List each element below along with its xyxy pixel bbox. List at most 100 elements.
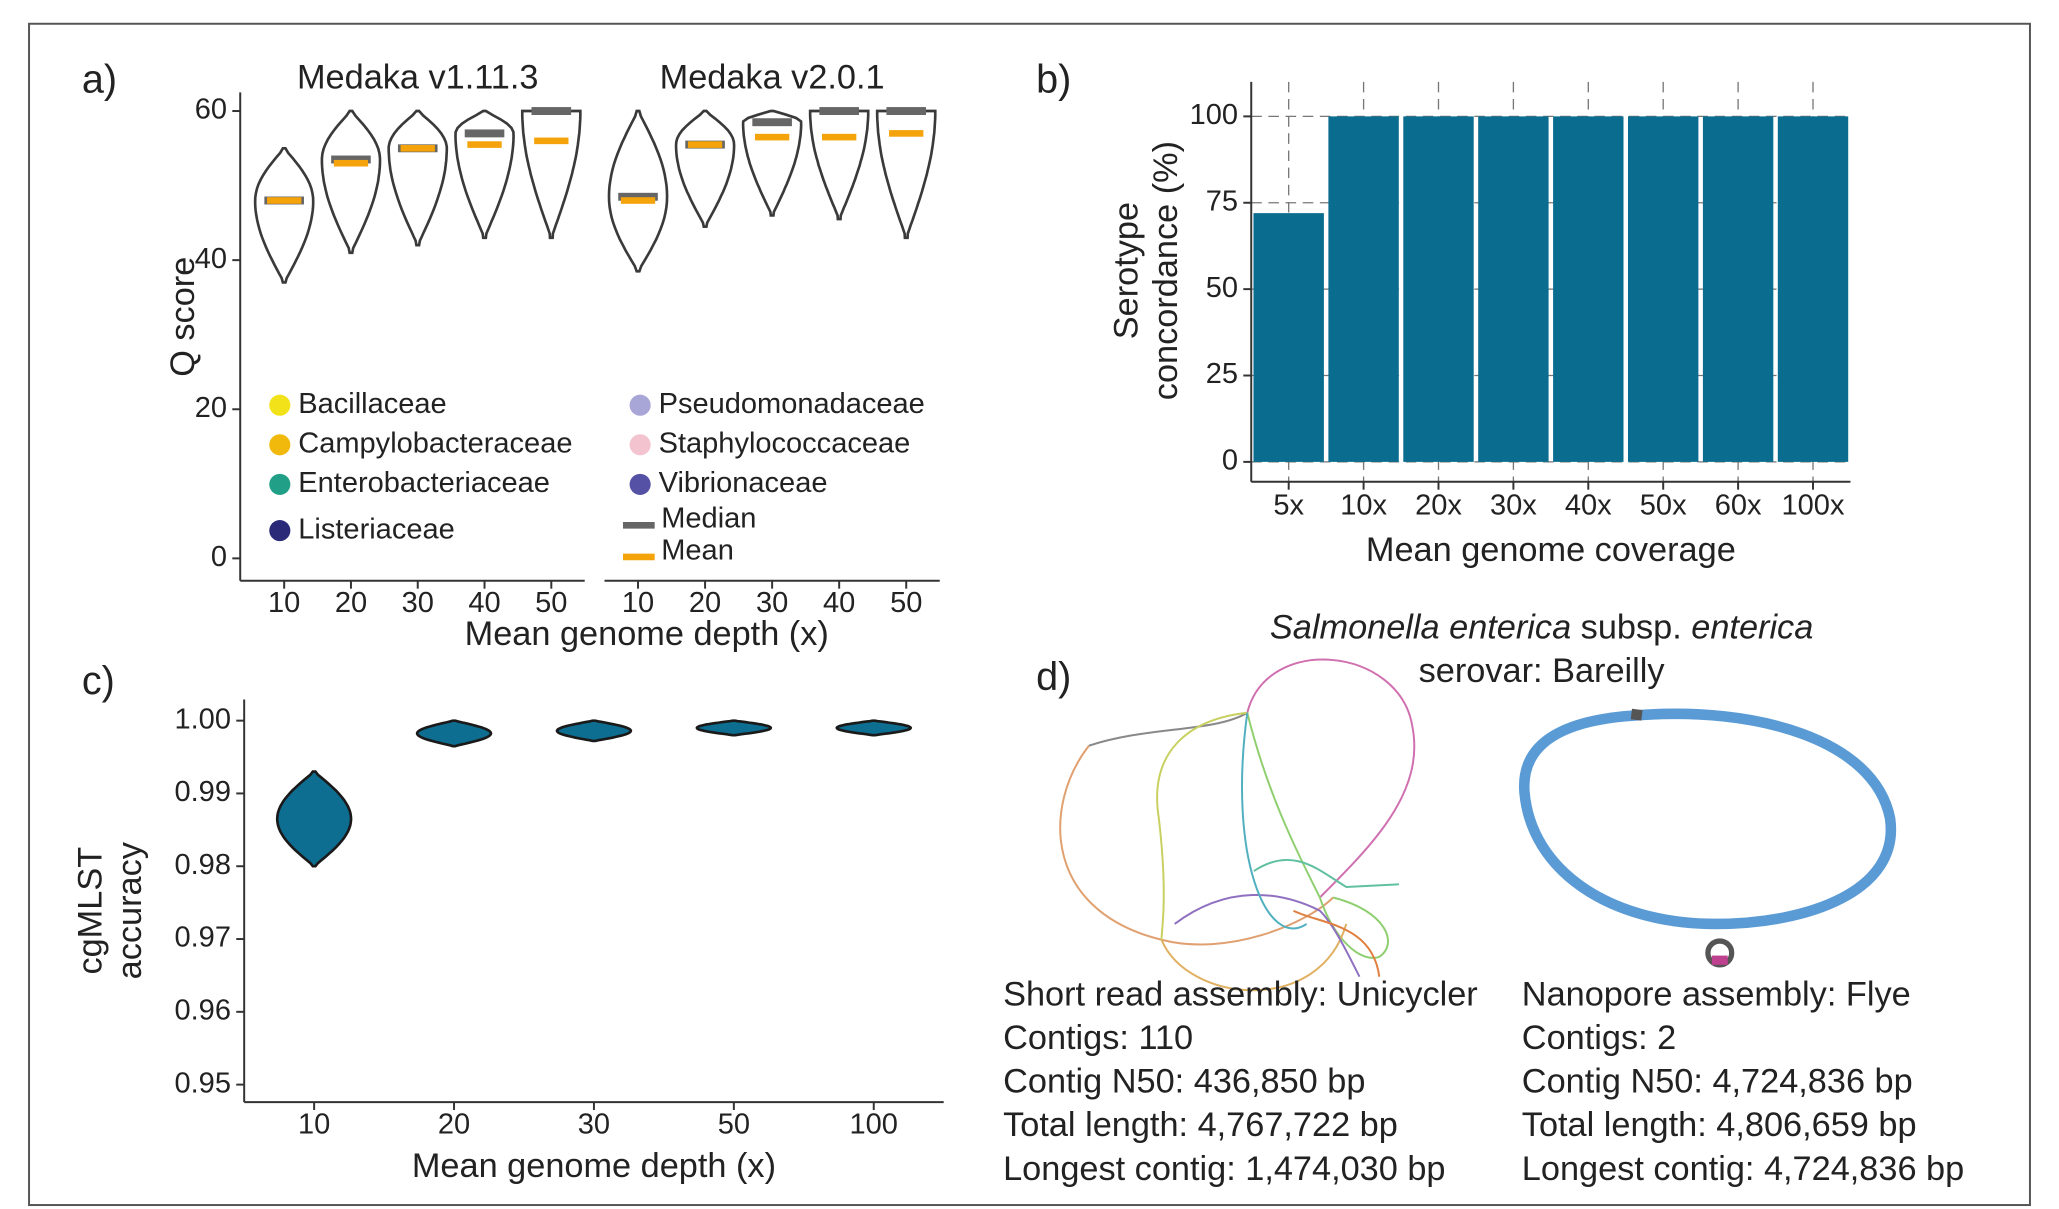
violin [555, 719, 633, 743]
facet-title: Medaka v1.11.3 [297, 58, 539, 96]
median-marker [819, 107, 859, 115]
mean-marker [822, 133, 857, 141]
y-tick-label: 40 [195, 243, 227, 275]
y-tick-label: 100 [1190, 99, 1238, 131]
mean-marker [333, 159, 369, 167]
bar [1403, 116, 1474, 462]
x-tick-label: 40 [468, 587, 500, 619]
x-tick-label: 50x [1640, 490, 1687, 522]
mean-marker [620, 197, 656, 204]
y-axis-label: accuracy [111, 841, 149, 979]
bar [1777, 116, 1849, 462]
bar [1702, 116, 1774, 462]
assembly-stat: Total length: 4,767,722 bp [1003, 1106, 1398, 1144]
x-tick-label: 10 [622, 587, 654, 619]
panel-label: a) [82, 57, 117, 101]
x-tick-label: 60x [1715, 490, 1762, 522]
legend-swatch [269, 434, 291, 456]
frame [28, 22, 2031, 1207]
y-tick-label: 1.00 [174, 703, 230, 735]
y-tick-label: 50 [1206, 272, 1238, 304]
x-axis-label: Mean genome coverage [1366, 531, 1736, 569]
median-marker [618, 192, 658, 201]
x-tick-label: 40 [823, 587, 855, 619]
x-tick-label: 10x [1340, 490, 1387, 522]
legend-swatch [629, 473, 651, 495]
x-tick-label: 20x [1415, 490, 1462, 522]
x-tick-label: 40x [1565, 490, 1612, 522]
legend-swatch [629, 434, 651, 456]
violin [320, 109, 382, 255]
assembly-stat: Contigs: 110 [1003, 1019, 1193, 1057]
x-tick-label: 20 [438, 1109, 470, 1141]
x-axis-label: Mean genome depth (x) [412, 1147, 776, 1185]
panel-title-part: subsp. [1571, 609, 1691, 647]
x-tick-label: 10 [268, 587, 300, 619]
median-marker [531, 107, 572, 115]
y-axis-label: Q score [164, 257, 202, 377]
assembly-stat: Short read assembly: Unicycler [1003, 976, 1478, 1014]
legend-swatch [269, 520, 291, 542]
mean-marker [754, 133, 790, 141]
assembly-stat: Longest contig: 1,474,030 bp [1003, 1150, 1445, 1188]
mean-marker [687, 141, 723, 148]
mean-marker [889, 130, 924, 137]
assembly-stat: Nanopore assembly: Flye [1522, 976, 1911, 1014]
legend-swatch [629, 394, 651, 416]
y-tick-label: 0.95 [174, 1067, 230, 1099]
y-tick-label: 0.97 [174, 922, 230, 954]
nanopore-graph [1519, 708, 1897, 968]
legend-label: Campylobacteraceae [298, 427, 572, 459]
y-tick-label: 0.99 [174, 776, 230, 808]
y-tick-label: 20 [195, 392, 227, 424]
bar [1627, 116, 1699, 462]
assembly-stat: Contigs: 2 [1522, 1019, 1676, 1057]
median-marker [331, 155, 371, 164]
median-marker [752, 118, 792, 127]
bar [1553, 116, 1624, 462]
legend-label: Bacillaceae [298, 388, 446, 420]
x-tick-label: 30 [756, 587, 788, 619]
legend-label: Vibrionaceae [659, 467, 828, 499]
x-tick-label: 20 [689, 587, 721, 619]
panel-label: b) [1036, 57, 1071, 101]
legend-label: Mean [661, 534, 734, 566]
legend-swatch [269, 473, 291, 495]
median-marker [464, 129, 505, 138]
bar [1478, 116, 1549, 462]
panel-label: d) [1036, 655, 1071, 699]
panel-subtitle: serovar: Bareilly [1419, 652, 1666, 690]
y-axis-label: concordance (%) [1147, 141, 1185, 400]
violin [253, 147, 315, 284]
violin [607, 109, 669, 273]
panel-label: c) [82, 659, 115, 703]
violin [674, 109, 736, 228]
bar [1328, 116, 1399, 462]
mean-marker [467, 141, 502, 148]
x-tick-label: 100 [850, 1109, 898, 1141]
y-tick-label: 75 [1206, 185, 1238, 217]
bar [1253, 213, 1324, 462]
violin [275, 770, 353, 868]
mean-marker [267, 197, 302, 204]
assembly-stat: Contig N50: 4,724,836 bp [1522, 1063, 1913, 1101]
violin [454, 109, 515, 240]
x-tick-label: 50 [718, 1109, 750, 1141]
x-tick-label: 5x [1273, 490, 1304, 522]
x-tick-label: 30 [402, 587, 434, 619]
x-tick-label: 30x [1490, 490, 1537, 522]
assembly-stat: Total length: 4,806,659 bp [1522, 1106, 1917, 1144]
y-tick-label: 0 [211, 541, 227, 573]
legend-label: Enterobacteriaceae [298, 467, 550, 499]
x-tick-label: 50 [890, 587, 922, 619]
x-tick-label: 50 [535, 587, 567, 619]
assembly-stat: Longest contig: 4,724,836 bp [1522, 1150, 1964, 1188]
legend-label: Listeriaceae [298, 513, 454, 545]
violin [835, 719, 913, 737]
mean-marker [400, 145, 435, 152]
legend-swatch [269, 394, 291, 416]
x-tick-label: 100x [1782, 490, 1845, 522]
legend-label: Pseudomonadaceae [659, 388, 925, 420]
y-tick-label: 0.98 [174, 849, 230, 881]
